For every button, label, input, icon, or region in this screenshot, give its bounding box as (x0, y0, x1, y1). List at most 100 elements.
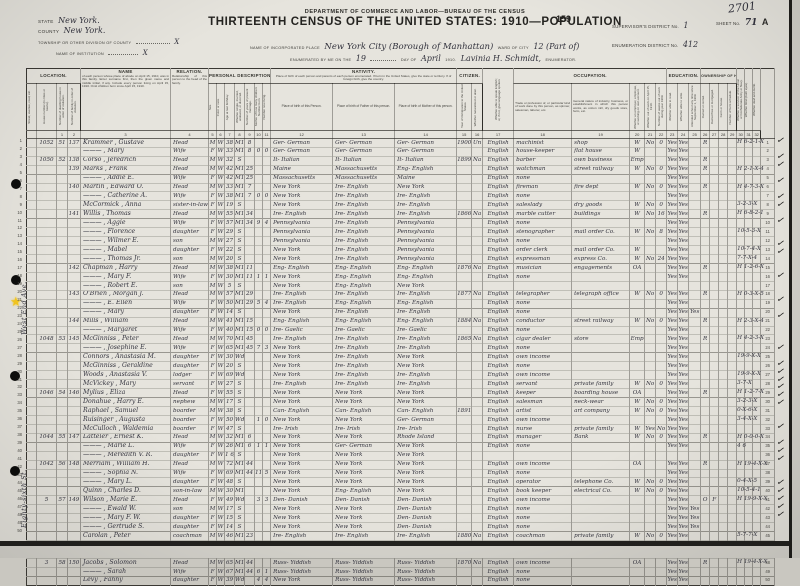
cell (688, 334, 702, 344)
table-row: 1046 54 146 Mylius , Eliza Head F W 55 S New York… (26, 388, 776, 398)
page-stamp: 159 (556, 14, 572, 24)
cell: F (208, 173, 218, 183)
cell: Ire- English (270, 209, 334, 219)
cell (254, 557, 264, 568)
cell (727, 566, 738, 577)
cell: manager (513, 432, 573, 443)
table-row: Quinn , Charles D. son-in-law M W 30 M1 New Yo… (26, 486, 776, 496)
cell: 32 (760, 414, 776, 425)
cell (718, 522, 729, 532)
cell (718, 477, 729, 487)
cell: Yes (666, 557, 679, 568)
cell: English (482, 298, 515, 309)
cell (718, 155, 729, 166)
cell: 146 (67, 388, 82, 398)
column-number: 12 (270, 129, 334, 139)
cell (727, 423, 738, 434)
cell: 17 (224, 504, 236, 514)
cell (655, 557, 668, 568)
cell: 50 (224, 298, 236, 309)
cell (700, 254, 711, 264)
cell: 30 (224, 271, 236, 282)
cell: M1 (234, 262, 246, 273)
column-number: 25 (688, 129, 702, 139)
cell (36, 245, 57, 255)
scan-bottom-edge (0, 541, 792, 546)
cell (56, 513, 68, 523)
cell: W (216, 236, 226, 246)
table-row: ——— , Sophia N. Wife F W 69 M1 44 11 5 New York Ne… (26, 468, 776, 478)
cell (254, 334, 264, 344)
cell: McVickey , Mary (80, 379, 172, 389)
cell: electrical Co. (571, 486, 631, 496)
cell: W (629, 227, 646, 237)
cell: 141 (67, 209, 82, 219)
cell: English (482, 173, 515, 183)
cell: F (208, 325, 218, 335)
cell (688, 164, 702, 175)
cell: son (170, 280, 210, 291)
institution-value: X (142, 49, 148, 57)
table-row: 141 Willis , Thomas Head M W 55 M1 34 Ire- Engli… (26, 209, 776, 219)
cell: 16 (655, 209, 668, 219)
cell (56, 298, 68, 309)
cell (56, 441, 68, 452)
cell (718, 513, 729, 523)
cell: 32 (224, 432, 236, 443)
supervisor-district-line: SUPERVISOR'S DISTRICT No. 1 (612, 15, 792, 33)
cell (752, 271, 762, 282)
cell (571, 352, 631, 362)
cell: M (208, 164, 218, 175)
cell: Ruisinger , Augusta (80, 414, 172, 425)
cell: Russ- Yiddish (270, 566, 334, 577)
cell (244, 361, 256, 371)
cell (456, 441, 473, 452)
cell: Yes (677, 388, 690, 398)
cell: art company (571, 405, 631, 416)
cell (629, 495, 646, 505)
cell: W (216, 343, 226, 353)
line-number-left: 32 (17, 384, 22, 390)
cell (700, 513, 711, 523)
cell: 65 (224, 557, 236, 568)
cell: 29 (760, 388, 776, 398)
line-number-left: 10 (17, 209, 22, 215)
cell: W (216, 405, 226, 416)
cell (644, 468, 657, 478)
cell (244, 423, 256, 434)
cell: W (629, 531, 646, 541)
cell: 34 (760, 432, 776, 443)
cell (629, 191, 646, 201)
cell (655, 522, 668, 532)
cell (67, 522, 82, 532)
cell (36, 280, 57, 291)
cell (752, 155, 762, 166)
cell (727, 262, 738, 273)
cell: Rhode Island (394, 432, 458, 443)
cell (67, 397, 82, 407)
cell: Massachusetts (270, 173, 334, 183)
table-row: ——— , Catherine A. Wife F W 38 M1 7 0 0 New York I… (26, 191, 776, 201)
cell: Wd (234, 575, 246, 586)
cell (254, 522, 264, 532)
cell: 4 (262, 575, 272, 586)
cell: none (513, 566, 573, 577)
cell: M (208, 459, 218, 469)
cell (56, 566, 68, 577)
col-industry: General nature of industry, business, or… (571, 83, 631, 131)
cell: 3-7-X (736, 379, 752, 389)
cell: H 1-2-6-X (736, 262, 764, 273)
cell: 18 (760, 289, 776, 300)
line-number-left: 12 (17, 225, 22, 231)
cell (571, 280, 631, 291)
cell (644, 370, 657, 380)
cell: 0 (262, 325, 272, 335)
table-row: McCormick , Anna sister-in-law F W 19 S New Yo… (26, 200, 776, 210)
cell: W (216, 450, 226, 461)
cell (67, 405, 82, 416)
col-weeks-out: Number of weeks out of work during year … (655, 83, 668, 131)
cell: daughter (170, 513, 210, 523)
cell (456, 200, 473, 210)
cell: Ire- English (332, 182, 396, 192)
col-house-number: House number (in cities or towns). (36, 83, 57, 131)
